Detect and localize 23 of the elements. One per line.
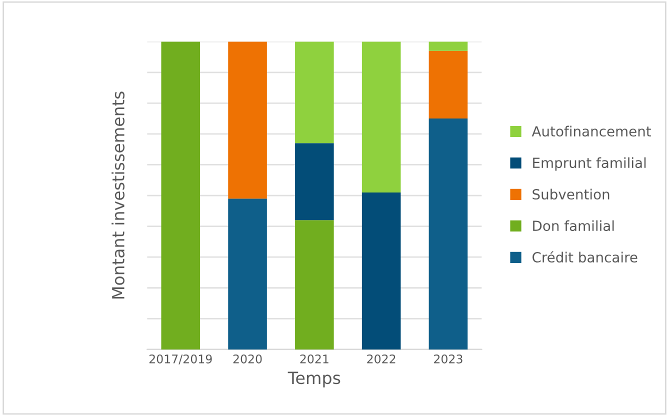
legend-label: Crédit bancaire [532,251,638,263]
legend-label: Subvention [532,188,610,200]
x-tick-label: 2017/2019 [149,354,212,364]
bar [362,42,401,192]
legend-label: Autofinancement [532,126,652,137]
bar [295,42,334,144]
bar [428,118,468,350]
bar [295,143,334,220]
x-tick-label: 2023 [434,354,462,364]
x-tick-label: 2021 [300,354,328,364]
bar [295,220,334,350]
bar [428,50,468,119]
y-axis-title: Montant investissements [112,92,125,299]
legend-label: Don familial [533,220,614,232]
bar [161,42,200,350]
x-axis-title: Temps [288,372,340,388]
legend-label: Emprunt familial [533,157,646,171]
bar [228,42,267,199]
x-tick-label: 2020 [233,354,262,364]
bar [428,42,468,51]
bar [362,192,401,350]
bar [228,198,267,350]
x-tick-label: 2022 [367,354,396,364]
